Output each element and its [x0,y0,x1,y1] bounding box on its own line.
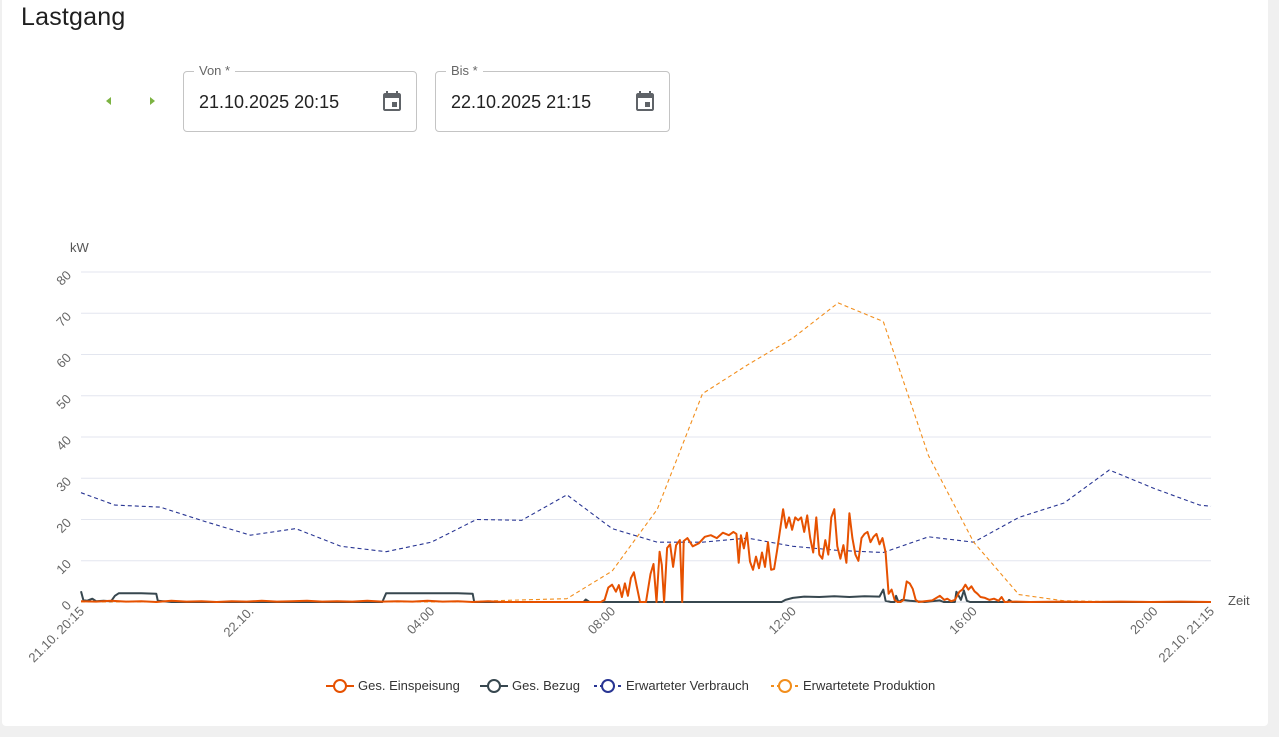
from-date-field[interactable]: Von * 21.10.2025 20:15 [183,63,417,132]
y-tick-label: 80 [53,268,74,289]
series-line-ges-einspeisung [80,508,1212,603]
y-tick-label: 20 [53,515,74,536]
legend-label: Ges. Bezug [512,678,580,693]
y-tick-label: 40 [53,433,74,454]
y-tick-label: 70 [53,309,74,330]
y-tick-label: 50 [53,391,74,412]
legend-label: Erwartetete Produktion [803,678,936,693]
y-tick-label: 60 [53,350,74,371]
x-tick-label: 16:00 [946,604,980,638]
legend-symbol [594,679,622,693]
legend-marker [778,679,792,693]
x-tick-label: 22.10. [220,604,256,640]
legend-marker [333,679,347,693]
series-line-ges-bezug [80,588,1211,603]
legend-symbol [771,679,799,693]
to-date-value[interactable]: 22.10.2025 21:15 [451,92,592,112]
calendar-icon[interactable] [380,90,404,114]
legend-symbol [480,679,508,693]
chart-grid [81,271,1211,603]
chart-series [80,302,1212,603]
legend-symbol [326,679,354,693]
legend-label: Erwarteter Verbrauch [626,678,749,693]
x-tick-label: 04:00 [404,604,438,638]
chart-legend: Ges. Einspeisung Ges. Bezug Erwarteter Ver… [0,676,1279,696]
series-line-erwartetete-produktion [81,302,1211,603]
page-title: Lastgang [21,3,126,31]
previous-range-button[interactable] [100,92,120,110]
series-line-erwarteter-verbrauch [80,469,1212,554]
x-tick-label: 22.10. 21:15 [1155,604,1217,666]
from-date-label: Von * [194,63,236,78]
x-tick-label: 08:00 [585,604,619,638]
y-tick-label: 30 [53,474,74,495]
legend-label: Ges. Einspeisung [358,678,460,693]
calendar-icon[interactable] [633,90,657,114]
x-axis: 21.10. 20:15 22.10. 04:00 08:00 12:00 16:00 20… [25,604,1217,666]
x-tick-label: 21.10. 20:15 [25,604,87,666]
y-tick-label: 10 [53,556,74,577]
legend-marker [601,679,615,693]
chart-card: Lastgang [2,0,1268,726]
chevron-right-icon [150,97,155,105]
to-date-field[interactable]: Bis * 22.10.2025 21:15 [435,63,670,132]
y-axis-label: kW [70,240,90,255]
to-date-label: Bis * [446,63,483,78]
from-date-value[interactable]: 21.10.2025 20:15 [199,92,340,112]
legend-marker [487,679,501,693]
x-tick-label: 12:00 [765,604,799,638]
next-range-button[interactable] [143,92,163,110]
chevron-left-icon [106,97,111,105]
x-tick-label: 20:00 [1127,604,1161,638]
x-axis-label: Zeit [1228,593,1250,608]
